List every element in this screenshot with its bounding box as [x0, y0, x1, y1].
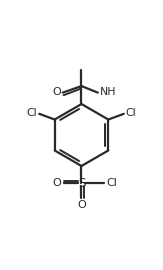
- Text: Cl: Cl: [27, 109, 37, 119]
- Text: Cl: Cl: [126, 109, 136, 119]
- Text: NH: NH: [100, 87, 117, 97]
- Text: O: O: [52, 87, 61, 97]
- Text: Cl: Cl: [106, 178, 117, 188]
- Text: S: S: [78, 177, 85, 190]
- Text: O: O: [77, 200, 86, 210]
- Text: O: O: [52, 178, 61, 188]
